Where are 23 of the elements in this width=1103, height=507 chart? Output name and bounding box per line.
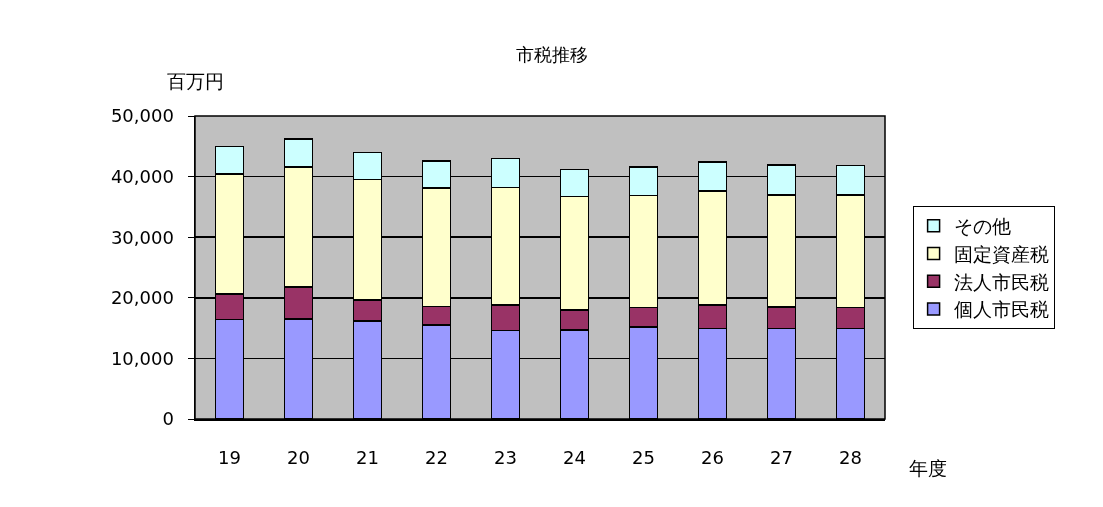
y-tick-label: 20,000 bbox=[110, 287, 174, 309]
legend-label: 法人市民税 bbox=[953, 270, 1049, 293]
x-tick-label: 27 bbox=[770, 447, 793, 469]
y-axis-title: 百万円 bbox=[167, 70, 224, 92]
y-tick-label: 10,000 bbox=[110, 347, 174, 369]
legend-label: その他 bbox=[953, 215, 1011, 238]
x-tick-label: 23 bbox=[494, 447, 517, 469]
legend-label: 個人市民税 bbox=[953, 298, 1049, 321]
y-tick-label: 40,000 bbox=[110, 165, 174, 187]
y-tick-label: 30,000 bbox=[110, 226, 174, 248]
x-tick-label: 26 bbox=[701, 447, 724, 469]
x-tick-label: 25 bbox=[632, 447, 655, 469]
x-axis-title: 年度 bbox=[909, 457, 947, 479]
legend-label: 固定資産税 bbox=[953, 242, 1049, 265]
y-tick-label: 0 bbox=[162, 408, 174, 430]
x-tick-label: 22 bbox=[425, 447, 448, 469]
chart-title: 市税推移 bbox=[515, 44, 588, 66]
x-tick-label: 21 bbox=[356, 447, 379, 469]
x-tick-label: 24 bbox=[563, 447, 586, 469]
x-tick-label: 28 bbox=[839, 447, 862, 469]
x-tick-label: 20 bbox=[287, 447, 310, 469]
y-tick-label: 50,000 bbox=[110, 105, 174, 127]
x-tick-label: 19 bbox=[218, 447, 241, 469]
